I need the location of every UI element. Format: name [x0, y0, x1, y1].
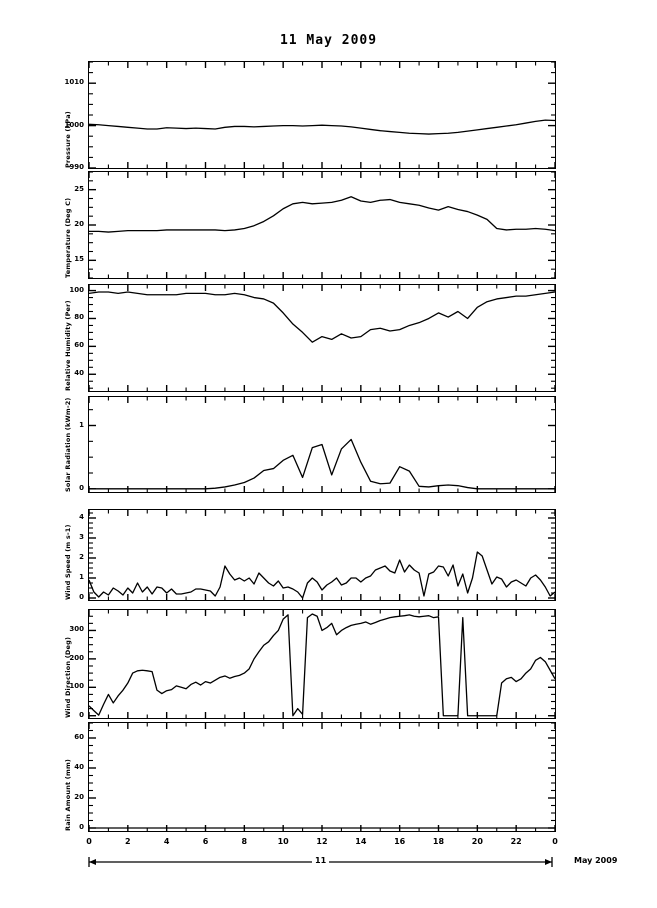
- ytick-label-solar_radiation: 1: [79, 420, 84, 429]
- plot-area-wind_direction: [89, 610, 555, 718]
- y-axis-title-wind_speed: Wind Speed (m s-1): [64, 524, 72, 600]
- month-year-label: May 2009: [574, 856, 618, 865]
- plot-area-solar_radiation: [89, 397, 555, 492]
- y-axis-title-temperature: Temperature (Deg C): [64, 197, 72, 278]
- ytick-label-temperature: 20: [74, 220, 84, 228]
- data-series-solar_radiation: [89, 438, 555, 490]
- ytick-label-solar_radiation: 0: [79, 483, 84, 492]
- y-axis-title-wind_direction: Wind Direction (Deg): [64, 636, 72, 718]
- data-series-relative_humidity: [89, 291, 555, 343]
- xtick-label: 20: [471, 837, 483, 846]
- ytick-label-temperature: 25: [74, 184, 84, 193]
- xtick-label: 6: [202, 837, 209, 846]
- ytick-label-wind_speed: 4: [79, 513, 84, 521]
- xtick-label: 10: [277, 837, 289, 846]
- plot-area-temperature: [89, 172, 555, 278]
- data-series-wind_direction: [89, 613, 555, 717]
- xtick-label: 4: [163, 837, 170, 846]
- plot-area-pressure: [89, 62, 555, 168]
- plot-panel-wind_speed: [88, 509, 556, 601]
- ytick-label-wind_speed: 3: [79, 533, 84, 541]
- ytick-label-rain_amount: 40: [74, 763, 84, 771]
- plot-panel-pressure: [88, 61, 556, 169]
- ytick-label-rain_amount: 0: [79, 823, 84, 831]
- plot-area-wind_speed: [89, 510, 555, 600]
- plot-area-relative_humidity: [89, 285, 555, 391]
- ytick-label-wind_speed: 2: [79, 553, 84, 561]
- xtick-label: 14: [355, 837, 367, 846]
- y-axis-title-pressure: Pressure (hPa): [64, 111, 72, 168]
- ytick-label-wind_direction: 100: [69, 682, 84, 691]
- y-axis-title-rain_amount: Rain Amount (mm): [64, 758, 72, 831]
- data-series-wind_speed: [89, 551, 555, 599]
- ytick-label-wind_direction: 0: [79, 710, 84, 719]
- plot-panel-relative_humidity: [88, 284, 556, 392]
- ytick-label-wind_direction: 300: [69, 625, 84, 634]
- plot-panel-solar_radiation: [88, 396, 556, 493]
- data-series-temperature: [89, 196, 555, 233]
- plot-panel-temperature: [88, 171, 556, 279]
- plot-area-rain_amount: [89, 723, 555, 831]
- day-label: 11: [312, 856, 330, 865]
- y-axis-title-solar_radiation: Solar Radiation (kWm-2): [64, 397, 72, 492]
- xtick-label: 0: [552, 837, 558, 846]
- xtick-label: 22: [510, 837, 522, 846]
- data-series-pressure: [89, 119, 555, 135]
- xtick-label: 16: [394, 837, 406, 846]
- ytick-label-wind_speed: 0: [79, 593, 84, 601]
- ytick-label-relative_humidity: 40: [74, 369, 84, 378]
- ytick-label-pressure: 1000: [64, 120, 84, 129]
- ytick-label-pressure: 1010: [64, 78, 84, 87]
- xtick-label: 0: [86, 837, 92, 846]
- y-axis-title-relative_humidity: Relative Humidity (Per): [64, 300, 72, 391]
- plot-panel-wind_direction: [88, 609, 556, 719]
- ytick-label-wind_direction: 200: [69, 653, 84, 662]
- ytick-label-rain_amount: 20: [74, 793, 84, 801]
- ytick-label-relative_humidity: 60: [74, 341, 84, 350]
- ytick-label-pressure: 990: [69, 163, 84, 171]
- ytick-label-rain_amount: 60: [74, 733, 84, 741]
- xtick-label: 18: [432, 837, 445, 846]
- ytick-label-relative_humidity: 80: [74, 313, 84, 322]
- plot-panel-rain_amount: [88, 722, 556, 832]
- ytick-label-relative_humidity: 100: [69, 285, 84, 294]
- ytick-label-wind_speed: 1: [79, 573, 84, 581]
- xtick-label: 2: [125, 837, 131, 846]
- ytick-label-temperature: 15: [74, 255, 84, 264]
- page-title: 11 May 2009: [279, 33, 378, 48]
- xtick-label: 12: [316, 837, 328, 846]
- xtick-label: 8: [241, 837, 248, 846]
